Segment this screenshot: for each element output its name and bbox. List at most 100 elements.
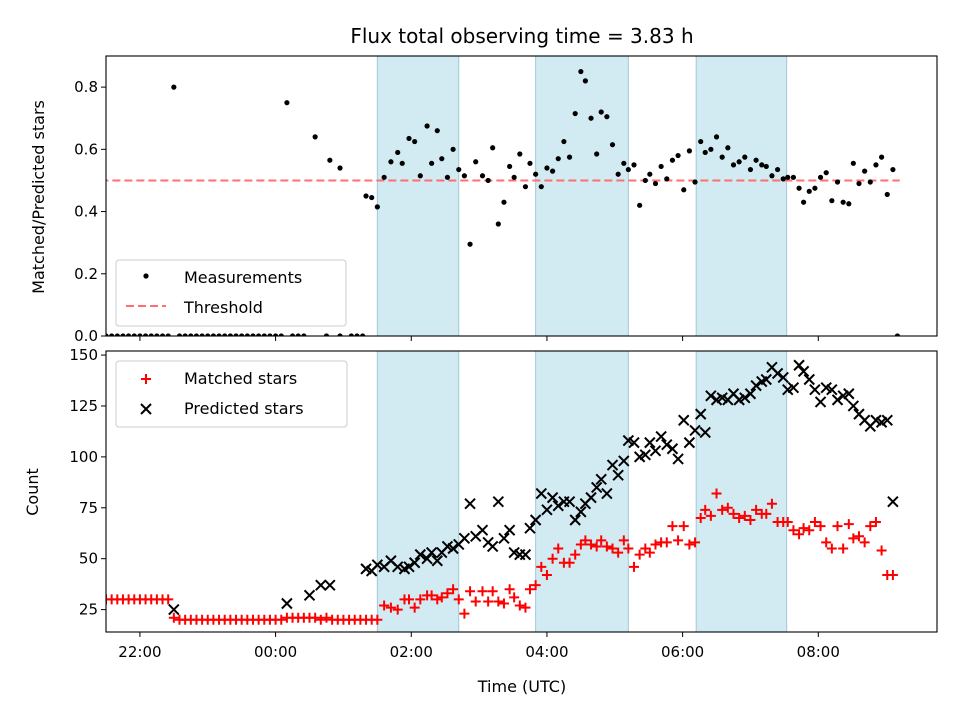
matched-star-point bbox=[887, 569, 898, 580]
measurement-point bbox=[289, 333, 296, 336]
matched-star-point bbox=[717, 504, 728, 515]
x-tick-label: 22:00 bbox=[118, 643, 161, 661]
matched-star-point bbox=[498, 598, 509, 609]
measurement-point bbox=[555, 156, 561, 162]
measurement-point bbox=[708, 146, 714, 152]
measurement-point bbox=[106, 333, 109, 336]
matched-star-point bbox=[722, 502, 733, 513]
matched-star-point bbox=[684, 539, 695, 550]
measurement-point bbox=[675, 152, 681, 159]
predicted-star-point bbox=[590, 481, 603, 494]
predicted-star-point bbox=[519, 548, 532, 561]
predicted-star-point bbox=[476, 524, 489, 536]
matched-star-point bbox=[276, 614, 287, 625]
x-axis-label: Time (UTC) bbox=[477, 677, 566, 696]
measurement-point bbox=[790, 174, 797, 180]
matched-star-point bbox=[711, 488, 722, 499]
matched-star-point bbox=[310, 612, 321, 623]
measurement-point bbox=[444, 174, 451, 180]
predicted-star-point bbox=[606, 459, 619, 471]
matched-star-point bbox=[865, 521, 876, 532]
matched-star-point bbox=[570, 549, 581, 560]
matched-star-point bbox=[163, 594, 174, 605]
measurement-point bbox=[267, 333, 273, 336]
measurement-point bbox=[495, 221, 501, 227]
predicted-star-point bbox=[524, 522, 536, 534]
measurement-point bbox=[834, 179, 841, 185]
predicted-star-point bbox=[431, 555, 443, 567]
matched-star-point bbox=[470, 596, 481, 607]
measurement-point bbox=[126, 333, 132, 336]
measurement-point bbox=[131, 333, 137, 336]
measurement-point bbox=[753, 157, 759, 163]
predicted-star-point bbox=[421, 552, 433, 565]
legend-box bbox=[115, 360, 348, 428]
matched-star-point bbox=[782, 517, 793, 528]
matched-star-point bbox=[404, 594, 415, 605]
measurement-point bbox=[719, 154, 725, 160]
top-y-axis-label: Matched/Predicted stars bbox=[29, 100, 48, 294]
matched-star-point bbox=[465, 586, 476, 597]
predicted-star-point bbox=[847, 400, 860, 412]
legend-predicted-marker bbox=[140, 403, 152, 415]
measurement-point bbox=[395, 149, 401, 156]
measurement-point bbox=[284, 100, 290, 106]
matched-star-point bbox=[728, 508, 739, 519]
measurement-point bbox=[490, 145, 496, 151]
matched-star-point bbox=[547, 553, 558, 564]
measurement-point bbox=[250, 333, 256, 336]
measurement-point bbox=[511, 174, 517, 180]
measurement-point bbox=[501, 199, 507, 205]
measurement-point bbox=[582, 78, 588, 84]
measurement-point bbox=[109, 333, 115, 336]
matched-star-point bbox=[634, 549, 645, 560]
matched-star-point bbox=[379, 600, 390, 611]
predicted-star-point bbox=[315, 579, 327, 591]
series-cross bbox=[168, 359, 899, 616]
predicted-star-point bbox=[639, 449, 652, 461]
measurement-point bbox=[894, 333, 901, 336]
observing-band bbox=[376, 351, 460, 632]
matched-star-point bbox=[520, 602, 531, 613]
observing-band bbox=[695, 56, 788, 336]
matched-star-point bbox=[372, 614, 383, 625]
y-tick-label: 0.0 bbox=[74, 327, 98, 345]
measurement-point bbox=[424, 123, 430, 129]
measurement-point bbox=[681, 187, 687, 193]
measurement-point bbox=[142, 333, 149, 336]
measurement-point bbox=[171, 84, 177, 90]
measurement-point bbox=[527, 160, 533, 166]
measurement-point bbox=[642, 177, 648, 184]
measurement-point bbox=[566, 154, 573, 160]
matched-star-point bbox=[843, 519, 854, 530]
axes-frame bbox=[105, 350, 938, 633]
predicted-star-point bbox=[787, 381, 800, 394]
measurement-point bbox=[154, 333, 160, 336]
chart-title: Flux total observing time = 3.83 h bbox=[350, 24, 693, 48]
measurement-point bbox=[862, 168, 868, 174]
y-tick-label: 0.8 bbox=[74, 78, 98, 96]
series-plus bbox=[106, 488, 898, 625]
measurement-point bbox=[182, 333, 188, 336]
matched-star-point bbox=[838, 543, 849, 554]
matched-star-point bbox=[700, 504, 711, 515]
predicted-star-point bbox=[694, 408, 707, 420]
measurement-point bbox=[669, 157, 676, 163]
y-tick-label: 75 bbox=[79, 499, 98, 517]
predicted-star-point bbox=[414, 548, 427, 561]
measurement-point bbox=[588, 115, 594, 121]
measurement-point bbox=[698, 138, 704, 145]
predicted-star-point bbox=[498, 532, 510, 545]
measurement-point bbox=[412, 138, 418, 145]
measurement-point bbox=[461, 173, 468, 179]
predicted-star-point bbox=[678, 414, 690, 426]
predicted-star-point bbox=[303, 589, 316, 602]
predicted-star-point bbox=[464, 498, 476, 510]
predicted-star-point bbox=[661, 438, 673, 451]
matched-star-point bbox=[596, 535, 607, 546]
matched-star-point bbox=[564, 557, 575, 568]
legend-box bbox=[115, 259, 347, 327]
predicted-star-point bbox=[503, 524, 516, 536]
measurement-point bbox=[823, 170, 829, 176]
y-tick-label: 150 bbox=[69, 346, 98, 364]
